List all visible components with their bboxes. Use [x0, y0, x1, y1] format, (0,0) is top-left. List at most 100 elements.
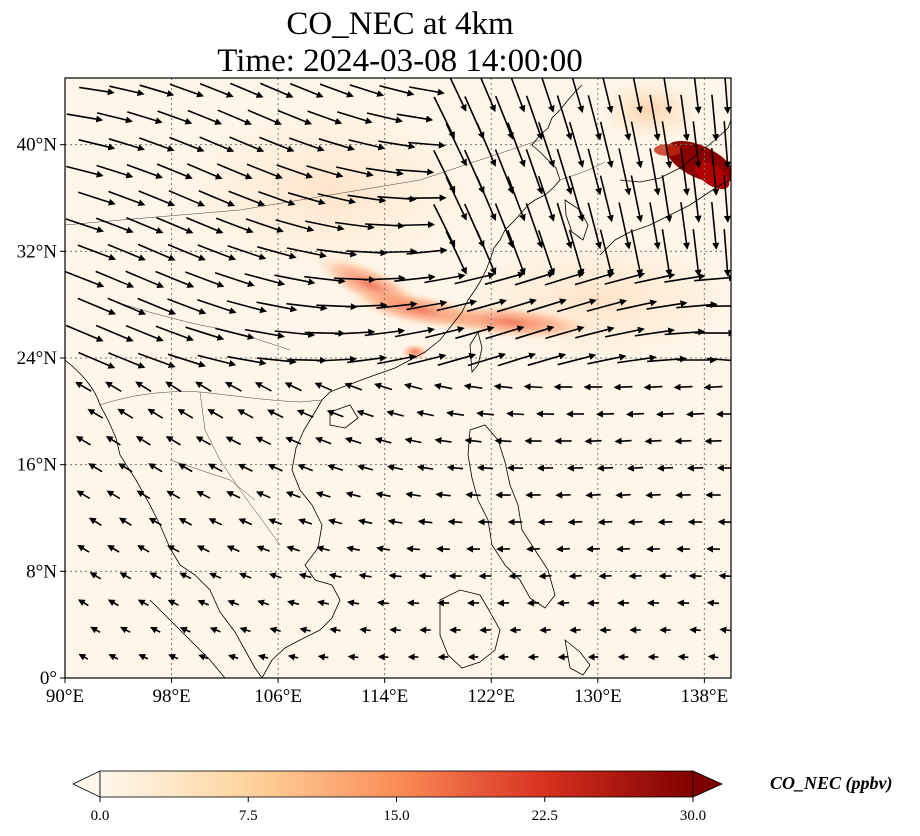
wind-arrow: [568, 121, 585, 168]
wind-arrow: [630, 175, 644, 223]
wind-arrow: [376, 248, 418, 256]
wind-arrow: [484, 271, 526, 286]
wind-arrow: [525, 149, 544, 195]
wind-arrow: [634, 327, 676, 337]
wind-arrow: [674, 437, 692, 445]
country-borders: [65, 139, 606, 546]
wind-arrow: [274, 274, 316, 286]
wind-arrow: [275, 219, 315, 233]
wind-arrow: [626, 464, 644, 472]
wind-vectors: [65, 78, 731, 661]
wind-arrow: [476, 176, 497, 222]
wind-arrow: [79, 86, 115, 96]
wind-arrow: [105, 436, 121, 446]
wind-arrow: [604, 271, 646, 285]
wind-arrow: [615, 491, 631, 499]
wind-arrow: [706, 599, 720, 607]
wind-arrow: [135, 436, 151, 446]
wind-arrow: [507, 230, 526, 276]
wind-arrow: [120, 626, 131, 634]
wind-arrow: [284, 382, 302, 392]
wind-arrow: [418, 572, 432, 580]
wind-arrow: [416, 464, 434, 472]
co-diffuse-area: [180, 110, 480, 270]
wind-arrow: [126, 163, 163, 179]
wind-arrow: [207, 463, 223, 473]
wind-arrow: [376, 599, 390, 607]
wind-arrow: [138, 137, 175, 152]
wind-arrow: [433, 150, 456, 194]
wind-arrow: [375, 491, 391, 499]
wind-arrow: [556, 202, 573, 249]
wind-arrow: [703, 383, 723, 391]
wind-arrow: [148, 517, 162, 526]
wind-arrow: [445, 176, 467, 221]
wind-arrow: [136, 490, 151, 500]
wind-arrow: [493, 383, 513, 391]
wind-arrow: [406, 599, 420, 607]
wind-arrow: [645, 491, 661, 499]
wind-arrow: [618, 148, 632, 196]
wind-arrow: [138, 654, 149, 661]
wind-arrow: [268, 518, 283, 526]
wind-arrow: [707, 357, 731, 362]
wind-arrow: [465, 491, 481, 499]
wind-arrow: [254, 382, 272, 392]
wind-arrow: [357, 464, 374, 471]
wind-arrow: [568, 175, 585, 223]
wind-arrow: [689, 626, 701, 634]
wind-arrow: [95, 217, 134, 234]
lat-tick-label: 8°N: [26, 561, 57, 582]
wind-arrow: [557, 353, 597, 366]
wind-arrow: [77, 297, 117, 315]
wind-arrow: [556, 298, 597, 313]
border-mongolia-east: [419, 139, 541, 181]
wind-arrow: [378, 140, 416, 150]
wind-arrow: [288, 137, 325, 152]
wind-arrow: [649, 148, 661, 196]
wind-arrow: [616, 299, 658, 311]
wind-arrow: [364, 274, 406, 282]
border-mongolia: [65, 179, 421, 226]
wind-arrow: [711, 148, 720, 196]
wind-arrow: [138, 190, 176, 207]
wind-arrow: [167, 545, 180, 553]
wind-arrow: [66, 113, 104, 123]
wind-arrow: [255, 491, 271, 499]
wind-arrow: [496, 298, 537, 313]
longitude-axis: 90°E 98°E 106°E 114°E 122°E 130°E 138°E: [46, 678, 728, 707]
wind-arrow: [168, 189, 206, 207]
wind-arrow: [286, 545, 300, 553]
lon-tick-label: 122°E: [467, 686, 515, 707]
wind-arrow: [617, 354, 657, 364]
coastline-philippines: [467, 424, 556, 609]
wind-arrow: [514, 271, 555, 286]
wind-arrow: [433, 204, 456, 248]
wind-arrow: [599, 175, 614, 223]
wind-arrow: [165, 436, 181, 446]
wind-arrow: [656, 410, 675, 418]
wind-arrow: [137, 297, 177, 315]
map-gridlines: [65, 78, 731, 678]
wind-arrow: [78, 351, 116, 369]
wind-arrow: [287, 599, 300, 607]
wind-arrow: [334, 221, 375, 231]
wind-arrow: [197, 354, 237, 367]
wind-arrow: [257, 357, 297, 365]
wind-arrow: [148, 463, 163, 473]
wind-arrow: [396, 113, 434, 123]
wind-arrow: [424, 272, 466, 284]
wind-arrow: [117, 408, 134, 419]
wind-arrow: [259, 82, 294, 98]
wind-arrow: [137, 545, 150, 553]
wind-arrow: [226, 491, 241, 499]
wind-arrow: [238, 572, 252, 580]
wind-arrow: [584, 437, 602, 445]
wind-arrow: [507, 122, 526, 168]
wind-arrow: [719, 626, 731, 634]
wind-arrow: [226, 300, 268, 314]
wind-arrow: [449, 78, 467, 112]
wind-arrow: [224, 381, 242, 392]
wind-arrow: [525, 95, 544, 141]
wind-arrow: [661, 121, 673, 169]
